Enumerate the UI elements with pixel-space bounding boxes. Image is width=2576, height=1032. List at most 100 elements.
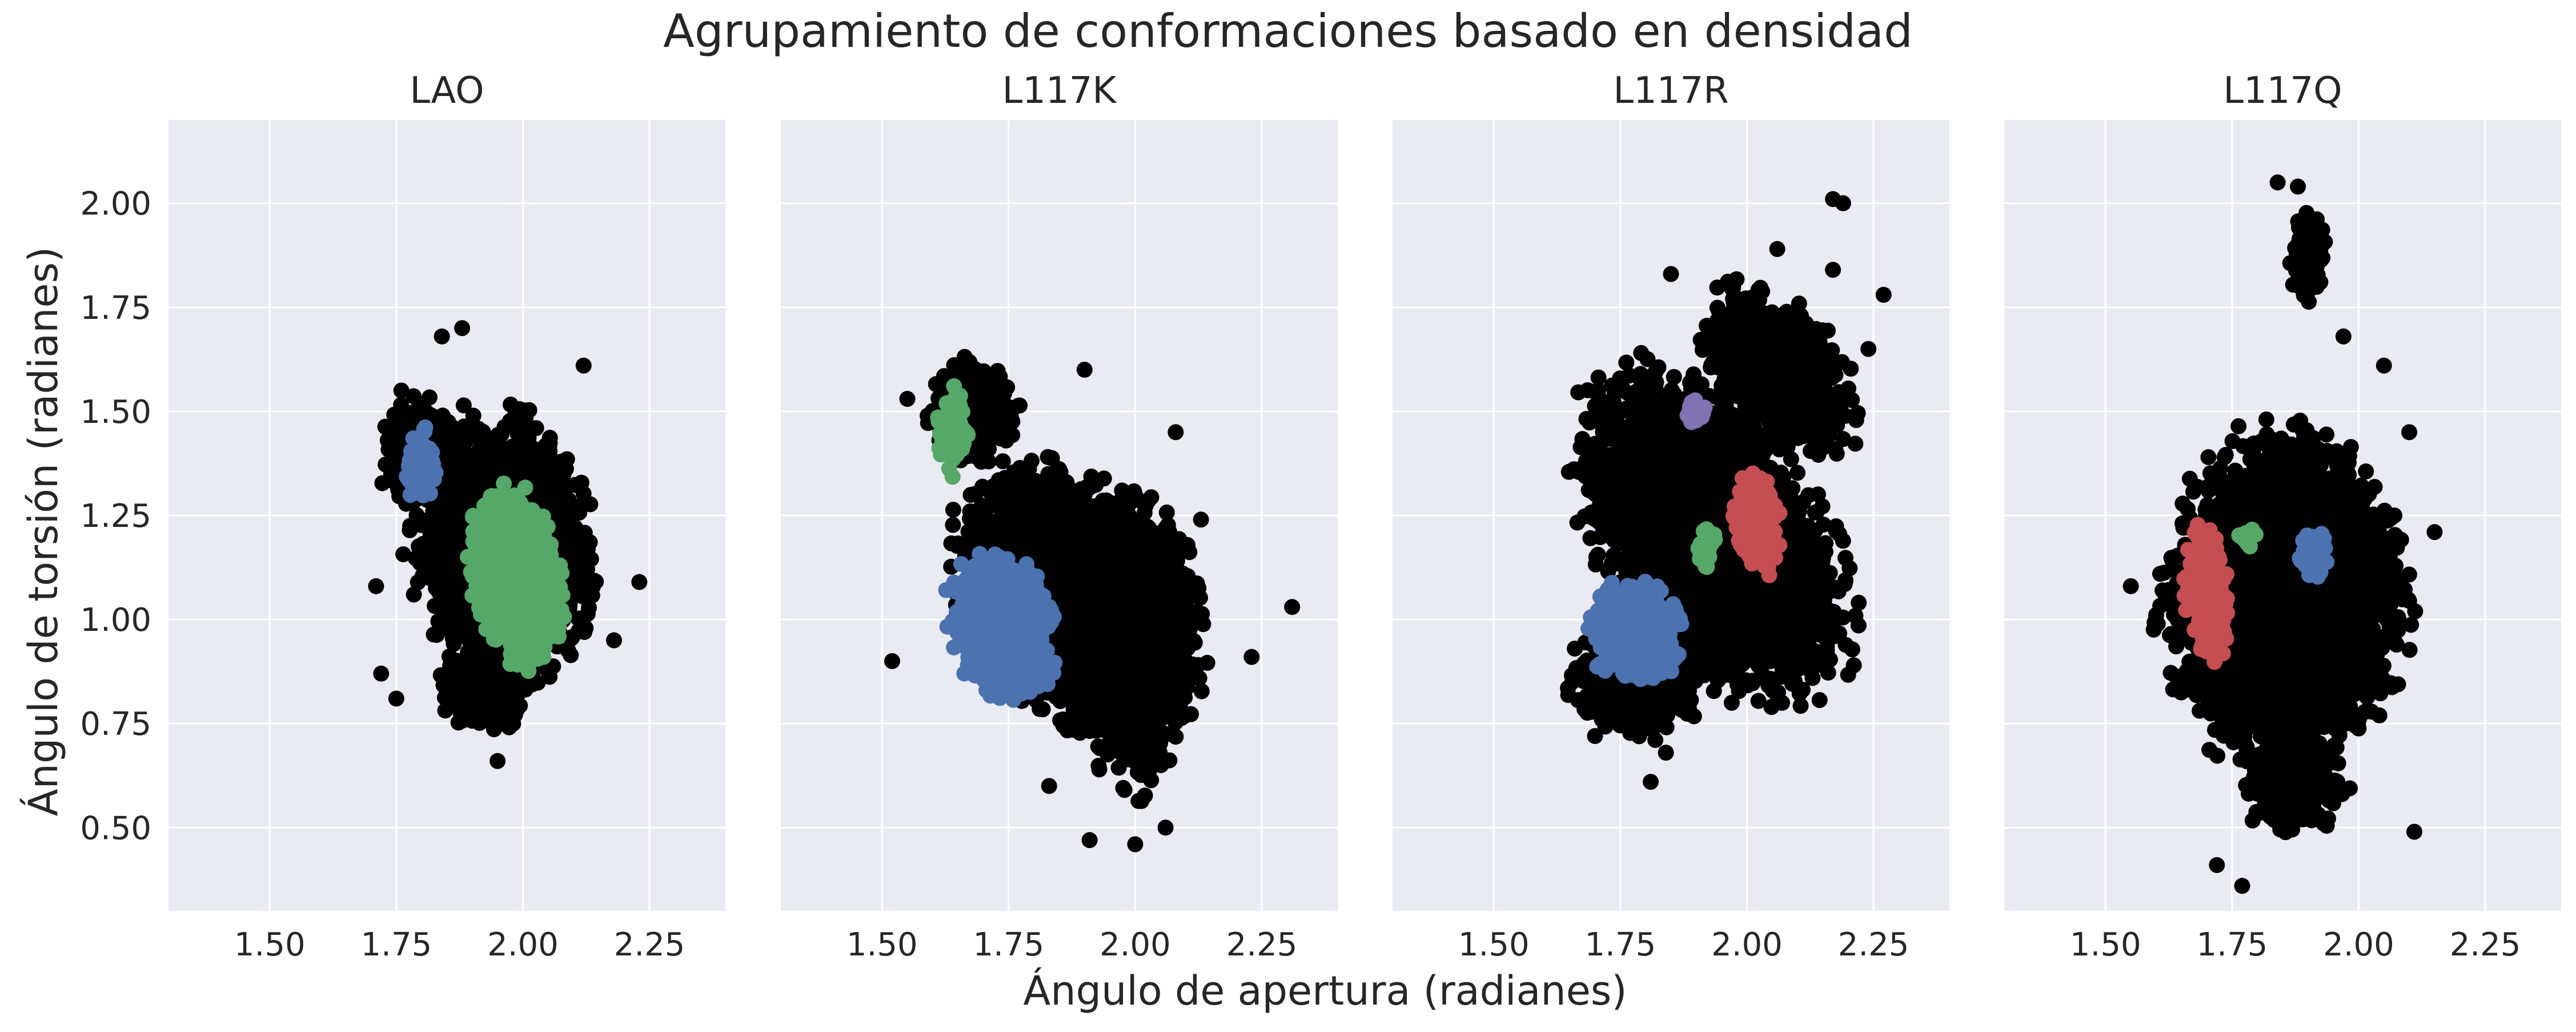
x-tick-label: 2.00 <box>487 926 559 963</box>
scatter-point <box>541 430 558 446</box>
scatter-point <box>1120 689 1137 706</box>
scatter-point <box>1124 662 1141 679</box>
scatter-point <box>444 630 461 647</box>
scatter-point <box>1020 483 1036 499</box>
scatter-point <box>576 578 592 594</box>
scatter-point <box>440 541 456 558</box>
scatter-point <box>1104 631 1120 647</box>
scatter-point <box>994 453 1011 470</box>
scatter-point <box>1178 638 1194 655</box>
scatter-point <box>470 421 487 437</box>
scatter-points <box>884 349 1301 853</box>
scatter-point <box>368 578 384 594</box>
subplot-title: LAO <box>410 70 484 112</box>
scatter-point <box>524 502 540 518</box>
scatter-point <box>1120 751 1136 767</box>
scatter-point <box>1136 763 1153 779</box>
scatter-point <box>1005 515 1021 531</box>
scatter-point <box>567 502 584 519</box>
scatter-point <box>1192 590 1208 606</box>
scatter-point <box>425 570 441 586</box>
scatter-point <box>1126 727 1143 743</box>
x-tick-label: 2.00 <box>1100 926 1171 963</box>
y-tick-label: 0.50 <box>80 810 151 847</box>
scatter-point <box>435 677 452 694</box>
cluster-blue <box>399 419 444 503</box>
scatter-point <box>1067 719 1084 736</box>
scatter-point <box>496 475 512 492</box>
cluster-green <box>460 475 572 679</box>
scatter-point <box>564 629 580 645</box>
cluster-blue <box>938 546 1063 708</box>
scatter-point <box>1153 574 1169 591</box>
x-tick-label: 2.25 <box>614 926 685 963</box>
x-tick-label: 1.50 <box>234 926 306 963</box>
y-tick-label: 0.75 <box>80 706 151 743</box>
scatter-point <box>455 397 472 414</box>
scatter-point <box>945 517 961 533</box>
scatter-point <box>411 485 427 501</box>
scatter-point <box>1158 504 1175 521</box>
scatter-point <box>521 402 537 418</box>
scatter-point <box>1098 551 1115 567</box>
scatter-point <box>522 533 539 549</box>
scatter-point <box>514 583 531 599</box>
scatter-point <box>1095 711 1112 728</box>
scatter-point <box>424 444 440 461</box>
scatter-point <box>577 620 594 637</box>
scatter-point <box>1143 489 1159 506</box>
scatter-point <box>575 485 592 502</box>
scatter-point <box>1001 535 1018 551</box>
scatter-point <box>437 702 454 719</box>
scatter-point <box>1109 666 1126 683</box>
scatter-point <box>987 513 1004 530</box>
scatter-point <box>544 607 561 623</box>
scatter-point <box>539 518 556 535</box>
scatter-point <box>1078 686 1094 702</box>
scatter-point <box>434 591 450 608</box>
scatter-point <box>423 509 439 526</box>
scatter-point <box>505 563 521 579</box>
scatter-point <box>466 630 483 646</box>
scatter-point <box>434 328 450 345</box>
scatter-point <box>1114 606 1131 623</box>
scatter-point <box>470 478 487 494</box>
scatter-point <box>1138 655 1155 671</box>
scatter-point <box>539 572 556 589</box>
scatter-point <box>1048 477 1065 494</box>
scatter-point <box>1074 582 1091 598</box>
scatter-point <box>1125 531 1141 547</box>
scatter-point <box>471 441 488 457</box>
scatter-point <box>505 669 522 685</box>
scatter-points <box>368 320 648 769</box>
scatter-point <box>1051 547 1068 563</box>
scatter-point <box>503 702 519 718</box>
scatter-point <box>1079 542 1096 559</box>
scatter-point <box>482 701 499 718</box>
scatter-point <box>1120 506 1137 522</box>
scatter-point <box>1161 562 1178 579</box>
x-tick-label: 1.50 <box>846 926 918 963</box>
scatter-point <box>988 391 1004 408</box>
scatter-point <box>556 495 572 511</box>
scatter-point <box>1106 721 1123 738</box>
scatter-point <box>464 587 481 604</box>
scatter-point <box>467 661 484 677</box>
scatter-point <box>481 556 497 573</box>
scatter-point <box>1126 483 1142 499</box>
scatter-point <box>1146 543 1162 559</box>
scatter-point <box>523 606 539 622</box>
scatter-point <box>1051 586 1068 602</box>
scatter-point <box>421 460 438 477</box>
y-tick-label: 1.75 <box>80 290 151 327</box>
scatter-point <box>479 539 496 556</box>
scatter-point <box>1174 669 1191 685</box>
scatter-point <box>1001 488 1017 505</box>
scatter-point <box>509 425 526 442</box>
scatter-point <box>465 507 482 524</box>
scatter-point <box>981 441 997 457</box>
scatter-point <box>466 462 482 478</box>
scatter-point <box>1040 449 1056 465</box>
